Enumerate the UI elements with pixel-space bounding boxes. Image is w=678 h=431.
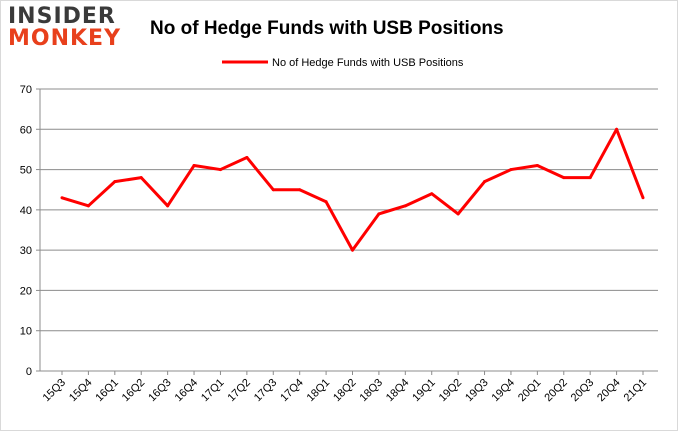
y-tick-label: 30 [20,245,32,257]
data-point [139,176,143,180]
x-tick-label: 16Q1 [93,377,121,405]
data-point [324,200,328,204]
data-point [641,196,645,200]
x-tick-label: 16Q3 [146,377,174,405]
data-point [483,180,487,184]
x-tick-label: 20Q4 [595,377,623,405]
y-tick-label: 20 [20,285,32,297]
x-tick-label: 16Q4 [173,377,201,405]
x-tick-label: 18Q2 [331,377,359,405]
legend-label: No of Hedge Funds with USB Positions [272,57,464,69]
x-tick-label: 17Q1 [199,377,227,405]
x-tick-label: 18Q1 [305,377,333,405]
data-point [430,192,434,196]
x-tick-label: 18Q3 [358,377,386,405]
y-tick-label: 60 [20,124,32,136]
x-tick-label: 19Q3 [463,377,491,405]
logo-line2: MONKEY [8,26,122,51]
y-tick-label: 10 [20,326,32,338]
x-tick-label: 19Q1 [410,377,438,405]
insider-monkey-logo: INSIDER MONKEY [8,6,121,50]
series-line [61,127,645,252]
y-tick-label: 70 [20,84,32,96]
y-tick-label: 50 [20,165,32,177]
data-point [86,204,90,208]
x-tick-label: 15Q3 [41,377,69,405]
x-tick-label: 16Q2 [120,377,148,405]
data-point [166,204,170,208]
x-tick-label: 20Q1 [516,377,544,405]
x-tick-label: 17Q3 [252,377,280,405]
data-point [192,164,196,168]
x-tick-label: 15Q4 [67,377,95,405]
data-point [403,204,407,208]
x-tick-label: 19Q2 [437,377,465,405]
x-tick-label: 17Q2 [225,377,253,405]
data-point [456,212,460,216]
data-point [351,248,354,252]
x-tick-label: 20Q3 [569,377,597,405]
data-point [615,127,619,131]
chart-title: No of Hedge Funds with USB Positions [150,18,504,39]
data-point [218,168,222,172]
data-point [562,176,566,180]
data-point [588,176,592,180]
x-tick-label: 17Q4 [278,377,306,405]
y-tick-label: 0 [26,366,32,378]
data-point [535,164,539,168]
data-point [298,188,302,192]
data-point [377,212,381,216]
y-tick-label: 40 [20,205,32,217]
x-tick-label: 18Q4 [384,377,412,405]
data-point [509,168,513,172]
data-point [271,188,275,192]
data-point [60,196,64,200]
x-tick-label: 19Q4 [490,377,518,405]
data-point [113,180,117,184]
x-tick-label: 21Q1 [622,377,650,405]
legend: No of Hedge Funds with USB Positions [222,57,464,69]
data-point [245,155,249,159]
logo-line1: INSIDER [8,4,116,29]
x-tick-label: 20Q2 [542,377,570,405]
